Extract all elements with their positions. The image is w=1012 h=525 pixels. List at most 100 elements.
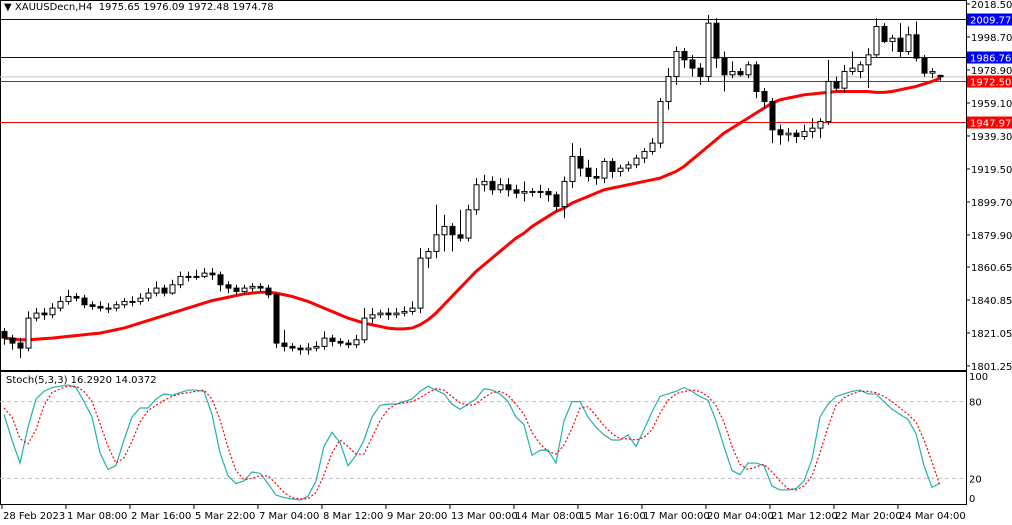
price-tick-label: 1840.85 [971,296,1012,307]
bull-candle-body [49,307,56,316]
candle [145,288,152,302]
candle [49,303,56,319]
symbol-label: XAUUSDecn,H4 [14,2,93,13]
time-tick-label: 28 Feb 2023 [3,511,65,522]
candle [457,209,464,242]
candle [545,188,552,202]
candle [793,129,800,144]
bull-candle-body [729,70,736,76]
bear-candle-body [681,50,688,61]
bear-candle-body [345,342,352,346]
resistance-level-label: 2009.77 [970,16,1011,27]
time-tick-label: 17 Mar 00:00 [643,511,710,522]
candle [89,301,96,310]
candle [921,54,928,77]
bull-candle-body [473,184,480,211]
candle [513,184,520,199]
bear-candle-body [585,167,592,177]
bull-candle-body [673,50,680,77]
candle [105,303,112,314]
bear-candle-body [17,342,24,349]
bear-candle-body [833,80,840,89]
bear-candle-body [713,22,720,59]
bear-candle-body [1,330,8,339]
candle [377,309,384,319]
candle [633,154,640,169]
price-tick-label: 1899.70 [971,198,1012,209]
price-tick-label: 1978.90 [971,66,1012,77]
support-level-label: 1972.50 [970,78,1011,89]
bull-candle-body [57,300,64,309]
candle [225,281,232,294]
candle [697,63,704,85]
candle [449,223,456,252]
candle [313,341,320,352]
price-tick-label: 1959.10 [971,99,1012,110]
bear-candle-body [289,345,296,349]
bull-candle-body [601,160,608,179]
candle [889,34,896,52]
bull-candle-body [865,54,872,66]
bull-candle-body [889,37,896,42]
bear-candle-body [593,175,600,179]
bear-candle-body [81,297,88,306]
candle [137,293,144,305]
bear-candle-body [921,57,928,74]
candle [609,158,616,179]
bull-candle-body [817,120,824,129]
stoch-tick-label: 20 [969,474,982,485]
candle [385,308,392,320]
candle [913,21,920,62]
candle [777,124,784,145]
candle [865,48,872,89]
bull-candle-body [353,339,360,346]
bear-candle-body [737,70,744,76]
candle [553,191,560,212]
candle [593,168,600,185]
bull-candle-body [65,295,72,302]
candle [689,54,696,77]
triangle-down-icon[interactable]: ▼ [4,2,12,13]
bear-candle-body [449,225,456,236]
bull-candle-body [153,287,160,294]
bull-candle-body [825,80,832,122]
candle [41,308,48,320]
bear-candle-body [761,90,768,102]
bear-candle-body [385,312,392,316]
candle [441,214,448,252]
time-tick-label: 22 Mar 20:00 [835,511,902,522]
time-tick-label: 7 Mar 04:00 [259,511,319,522]
candle [25,311,32,352]
candle [809,118,816,139]
bear-candle-body [513,189,520,194]
candle [129,296,136,307]
bull-candle-body [665,75,672,102]
candle [857,61,864,79]
candle [217,271,224,292]
bull-candle-body [849,67,856,72]
candle [417,248,424,314]
candle [241,284,248,295]
candle [345,339,352,349]
candle [153,281,160,297]
bear-candle-body [545,190,552,196]
candle [233,284,240,295]
time-tick-label: 9 Mar 20:00 [387,511,447,522]
candle [497,178,504,194]
candle [481,174,488,192]
bull-candle-body [401,310,408,314]
candle [329,334,336,347]
candle [337,338,344,347]
bull-candle-body [313,345,320,349]
candle [297,344,304,355]
bull-candle-body [113,304,120,309]
time-tick-label: 15 Mar 16:00 [579,511,646,522]
bull-candle-body [369,314,376,319]
time-tick-label: 13 Mar 00:00 [451,511,518,522]
bull-candle-body [441,225,448,236]
candle [841,64,848,94]
candle [65,289,72,305]
bear-candle-body [225,284,232,289]
bull-candle-body [705,22,712,77]
